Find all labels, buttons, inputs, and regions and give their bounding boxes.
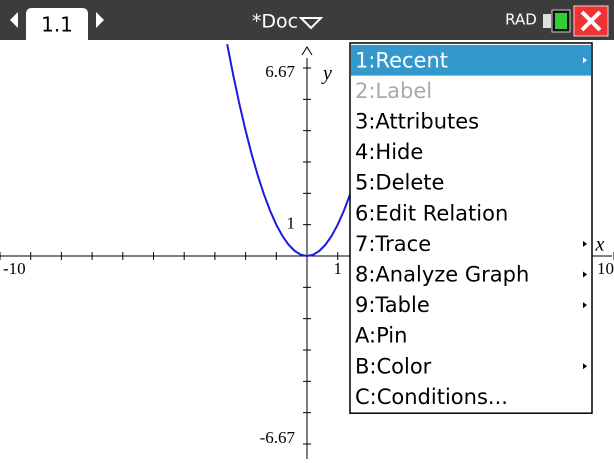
menu-item[interactable]: 4:Hide [355,140,423,164]
axis-label: 1 [287,214,296,233]
axis-label: 6.67 [265,62,295,81]
battery [543,9,571,33]
context-menu: 1:Recent 2:Label 3:Attributes 4:Hide 5:Delet… [349,42,593,414]
y-axis-title: y [321,63,332,85]
menu-item[interactable]: 3:Attributes [355,110,479,134]
x-axis-title: x [595,234,605,256]
y-axis-arrow [301,46,313,56]
tab[interactable] [26,8,88,40]
doc-title[interactable]: *Doc [252,11,298,33]
menu-item[interactable]: 9:Table [355,293,430,317]
menu-item[interactable]: C:Conditions... [355,385,508,409]
angle-mode: RAD [505,11,537,29]
submenu-arrow [583,302,587,309]
axis-label: 1 [333,259,342,278]
submenu-arrow [583,363,587,370]
submenu-arrow [583,57,587,64]
next-tab-arrow[interactable] [96,12,104,28]
submenu-arrow [583,271,587,278]
menu-item[interactable]: 7:Trace [355,232,431,256]
menu-item[interactable]: B:Color [355,354,432,378]
menu-panel [349,42,593,414]
submenu-arrow [583,240,587,247]
menu-item[interactable]: A:Pin [355,324,407,348]
menu-item[interactable]: 5:Delete [355,171,444,195]
axis-label: -10 [3,259,26,278]
axis-label: -6.67 [260,428,296,447]
prev-tab-arrow[interactable] [10,12,18,28]
menu-highlight [351,45,591,76]
menu-item[interactable]: 8:Analyze Graph [355,263,529,287]
axis-label: 10 [597,259,614,278]
tab-label: 1.1 [41,13,73,37]
doc-dropdown[interactable] [298,17,324,30]
close-button[interactable] [573,5,609,37]
menu-item[interactable]: 1:Recent [355,48,448,72]
menu-item[interactable]: 6:Edit Relation [355,201,508,225]
menu-item: 2:Label [355,79,432,103]
